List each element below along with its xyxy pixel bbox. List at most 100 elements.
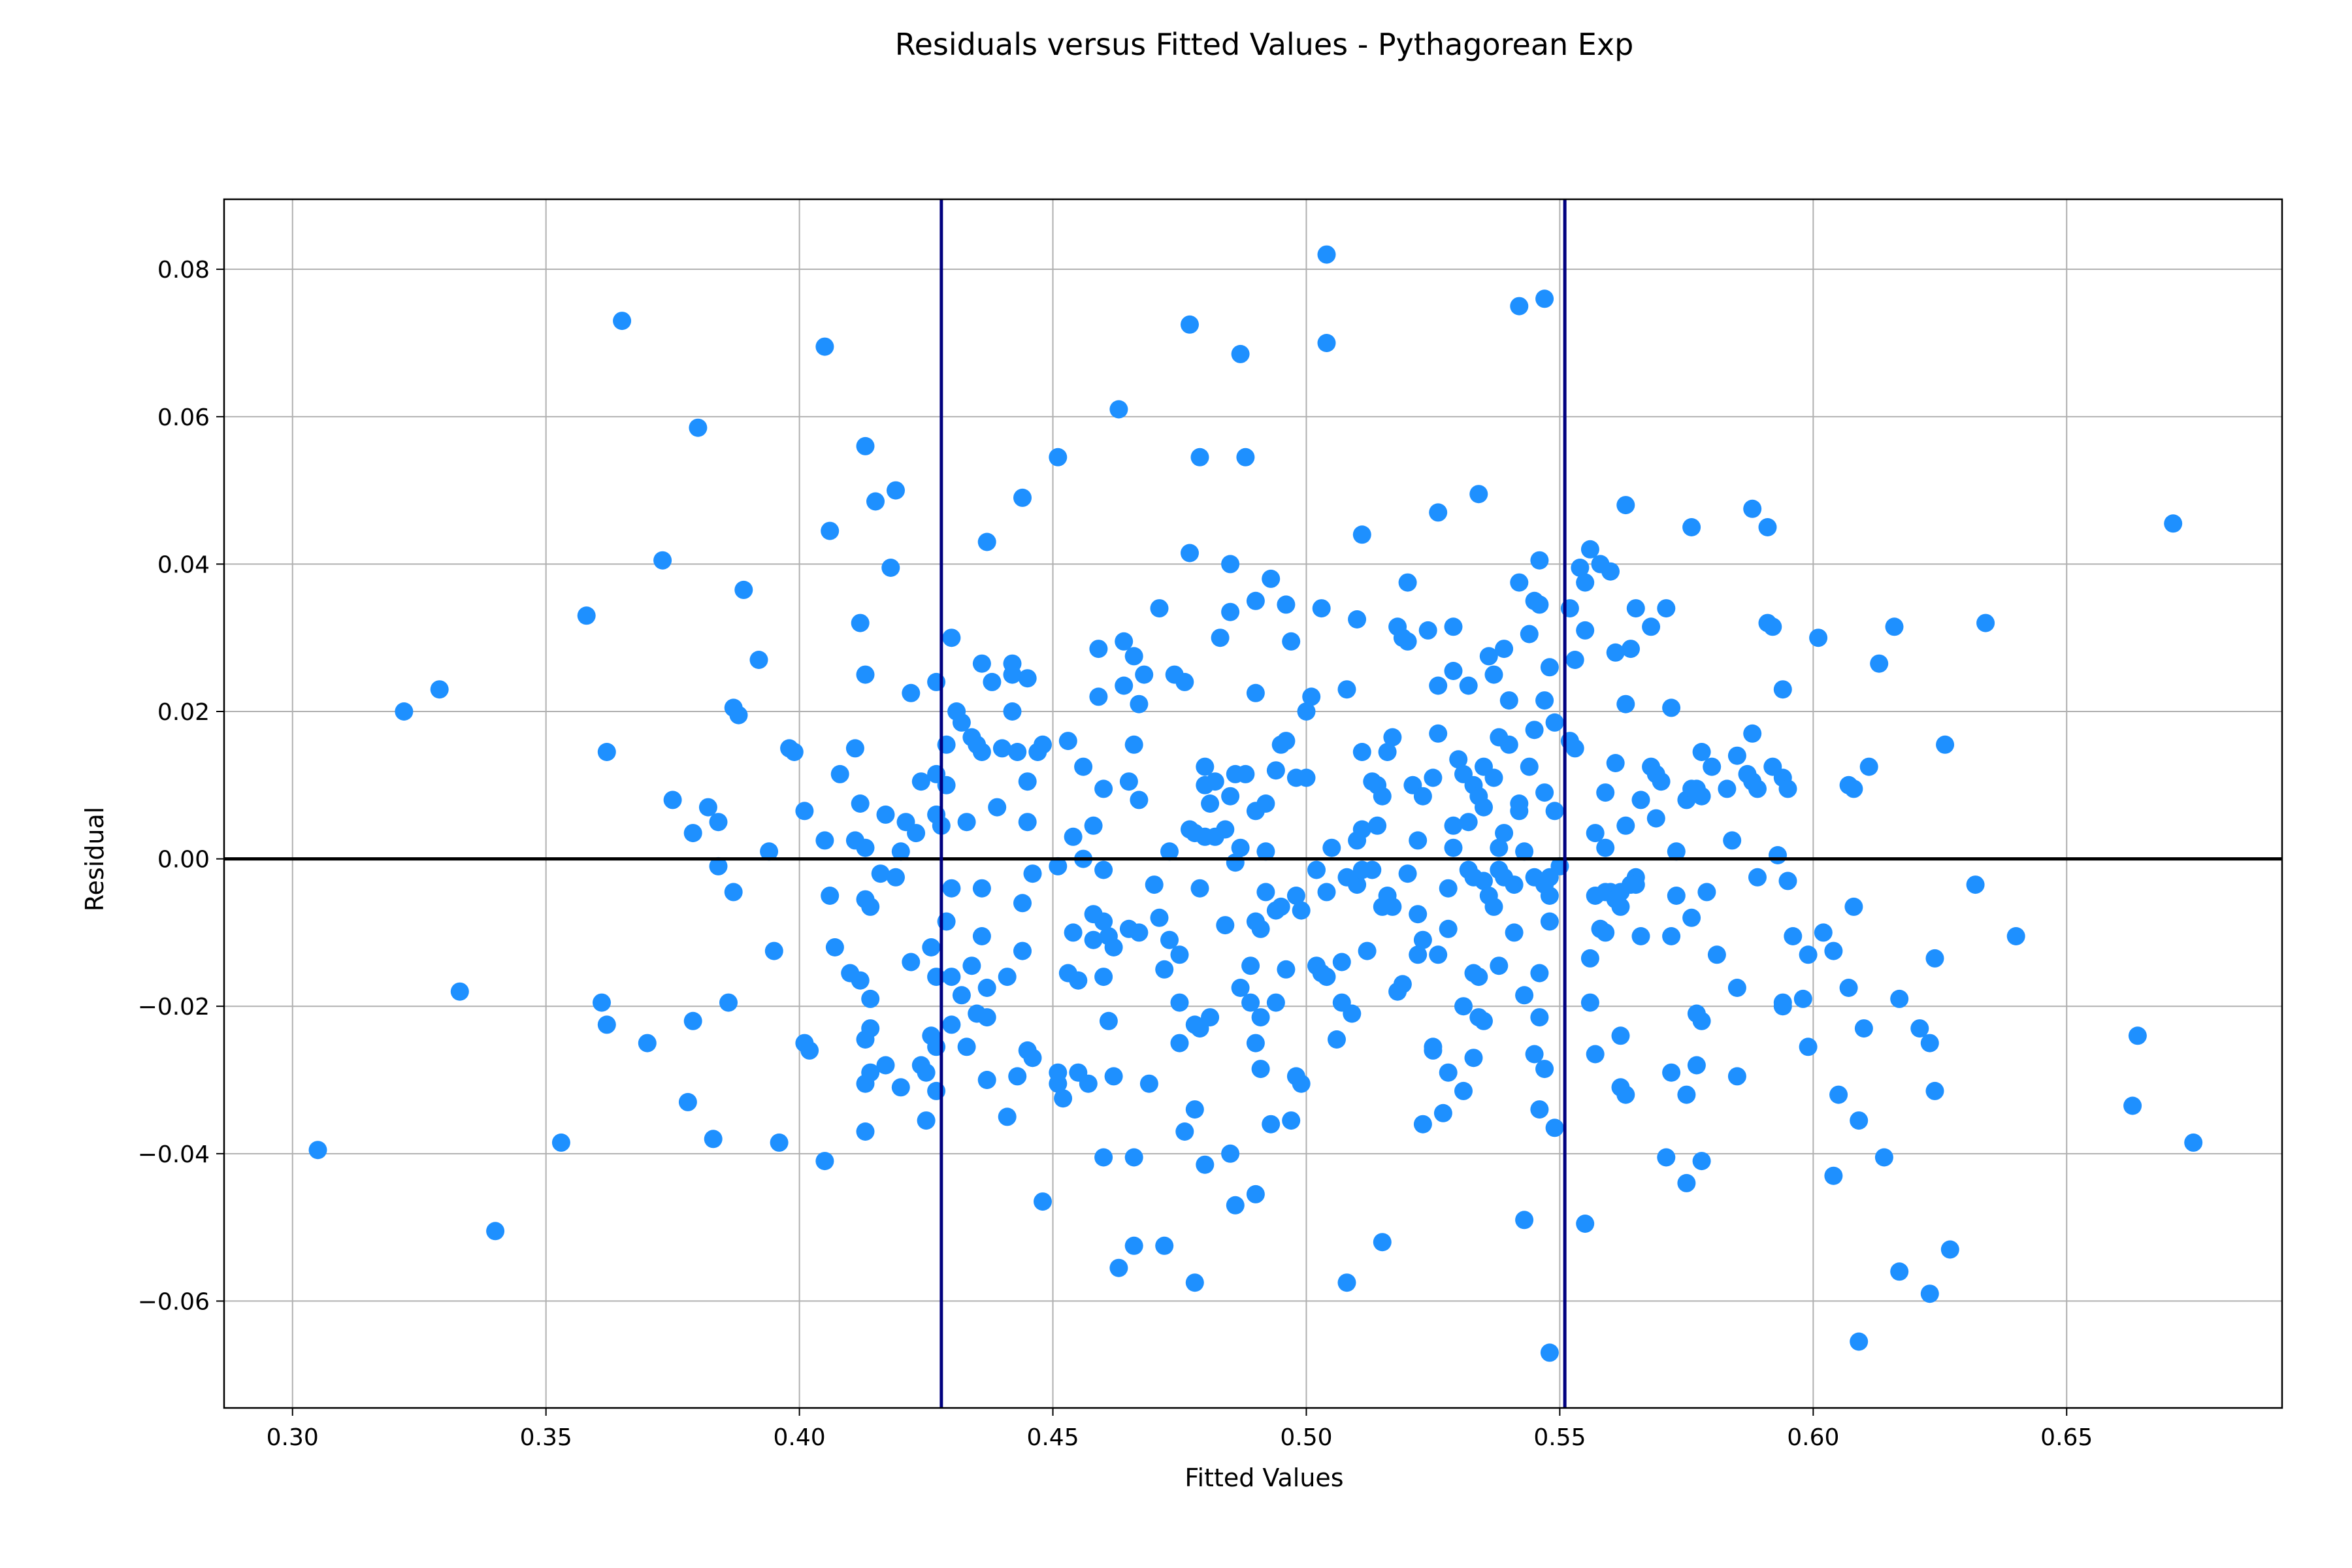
data-point [1312,599,1331,618]
data-point [1201,794,1220,813]
data-point [1763,617,1782,636]
data-point [1181,315,1199,334]
data-point [1530,1100,1549,1119]
data-point [1393,975,1412,994]
data-point [1824,1166,1843,1185]
data-point [1662,698,1681,717]
data-point [1383,897,1402,916]
data-point [1429,676,1448,695]
data-point [891,1078,910,1097]
data-point [1221,602,1240,621]
data-point [770,1133,789,1152]
data-point [1216,820,1235,839]
data-point [1580,540,1599,559]
data-point [1008,1067,1027,1086]
data-point [1363,860,1382,879]
data-point [1692,787,1711,806]
data-point [1545,802,1564,821]
data-point [1844,897,1863,916]
data-point [972,927,991,945]
data-point [1302,687,1321,706]
data-point [851,613,870,632]
data-point [1124,1148,1143,1167]
data-point [1145,875,1164,894]
data-point [856,838,875,857]
y-tick-label: −0.04 [138,1141,210,1168]
data-point [1413,787,1432,806]
data-point [1925,949,1944,968]
data-point [972,654,991,673]
data-point [1277,960,1296,979]
data-point [1622,640,1640,659]
x-axis-title: Fitted Values [1184,1463,1343,1492]
data-point [1727,746,1746,765]
data-point [1246,683,1265,702]
data-point [1490,838,1509,857]
data-point [1429,503,1448,522]
plot-area-frame [223,198,2283,1409]
data-point [988,798,1007,817]
data-point [1799,1037,1818,1056]
data-point [1049,857,1068,875]
data-point [719,993,738,1012]
data-point [1510,297,1529,316]
data-point [1049,1063,1068,1082]
data-point [1409,905,1428,924]
data-point [593,993,611,1012]
data-point [1352,525,1371,544]
data-point [1130,694,1149,713]
data-point [1317,883,1336,902]
data-point [1920,1034,1939,1053]
data-point [1596,923,1615,942]
data-point [1692,1011,1711,1030]
x-tick-label: 0.30 [267,1424,319,1451]
data-point [1444,816,1463,835]
data-point [1170,993,1189,1012]
data-point [1844,779,1863,798]
data-point [1642,617,1661,636]
data-point [1499,735,1518,754]
x-tick-label: 0.55 [1533,1424,1586,1451]
data-point [957,1037,976,1056]
data-point [1662,1063,1681,1082]
data-point [1743,724,1762,743]
data-point [1018,813,1037,832]
data-point [977,979,996,997]
data-point [1185,1100,1204,1119]
data-point [1332,953,1351,972]
data-point [1094,779,1113,798]
data-point [861,989,880,1008]
data-point [1378,743,1397,761]
data-point [1910,1019,1929,1038]
data-point [887,868,905,887]
data-point [1013,941,1032,960]
data-point [613,312,632,331]
data-point [1784,927,1803,945]
data-point [760,842,779,861]
data-point [1383,728,1402,747]
data-point [1409,945,1428,964]
data-point [1510,802,1529,821]
data-point [1246,1034,1265,1053]
data-point [1135,665,1154,684]
data-point [1190,448,1209,466]
data-point [1611,897,1630,916]
data-point [1850,1332,1869,1351]
data-point [917,1063,936,1082]
data-point [1074,757,1093,776]
data-point [1433,1103,1452,1122]
data-point [1565,739,1584,758]
data-point [1535,289,1554,308]
data-point [1424,1041,1443,1060]
data-point [1677,1085,1696,1104]
data-point [907,824,926,843]
data-point [486,1222,505,1241]
data-point [902,953,921,972]
data-point [1758,518,1777,536]
data-point [1646,809,1665,828]
data-point [902,683,921,702]
data-point [1530,964,1549,983]
data-point [1793,989,1812,1008]
